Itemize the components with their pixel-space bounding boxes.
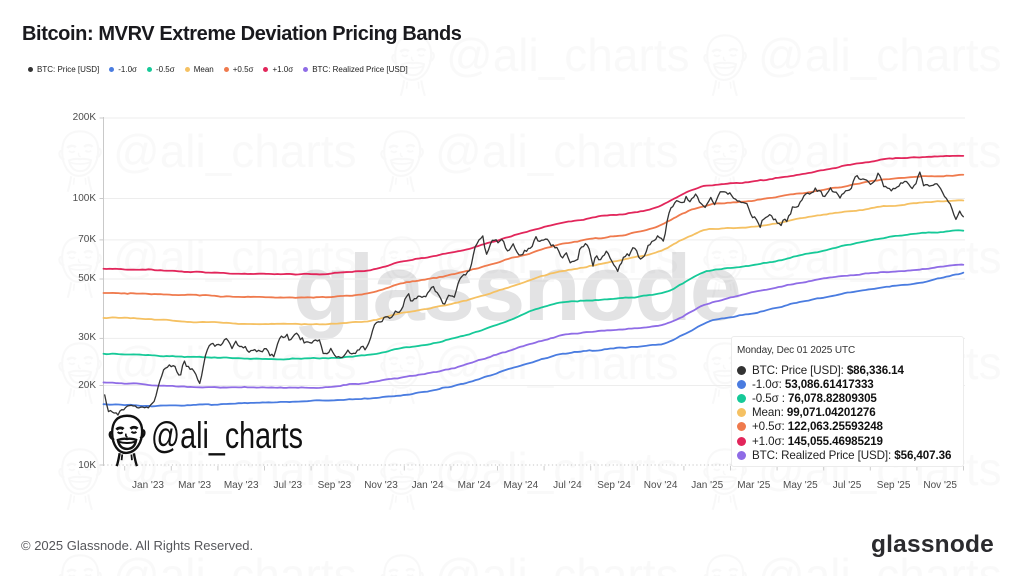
- svg-text:@ali_charts: @ali_charts: [151, 415, 303, 456]
